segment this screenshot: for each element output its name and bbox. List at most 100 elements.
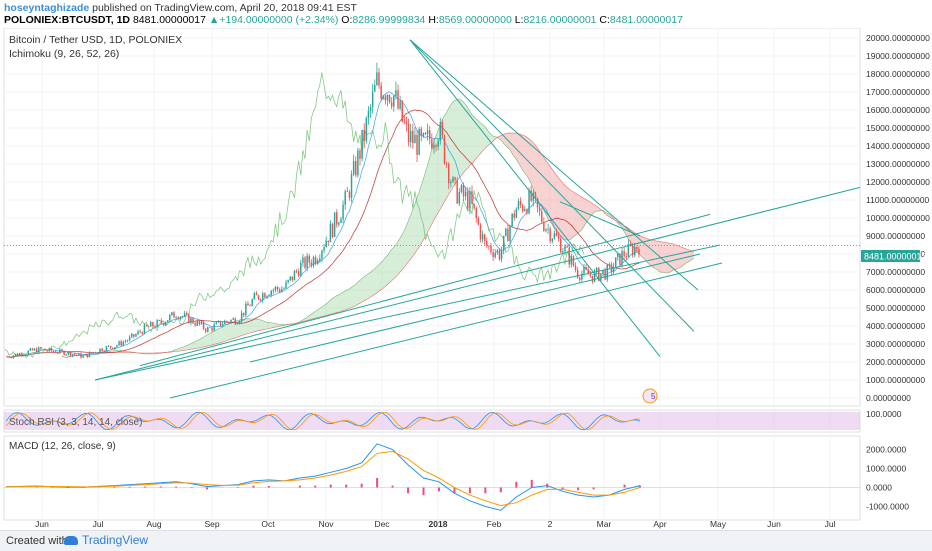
candle-body xyxy=(347,191,348,192)
cloud-segment xyxy=(223,326,225,342)
cloud-segment xyxy=(392,247,394,281)
macd-histogram-bar xyxy=(624,485,626,488)
candle-body xyxy=(125,341,126,342)
candle-body xyxy=(161,320,162,323)
candle-body xyxy=(44,349,45,350)
candle-body xyxy=(309,256,310,263)
macd-histogram-bar xyxy=(577,488,579,491)
candle-body xyxy=(182,316,183,317)
candle-body xyxy=(59,349,60,353)
cloud-segment xyxy=(269,323,271,329)
candle-body xyxy=(114,347,115,349)
cloud-segment xyxy=(567,187,569,240)
cloud-segment xyxy=(388,252,390,284)
macd-histogram-bar xyxy=(314,486,316,488)
candle-body xyxy=(207,327,208,331)
candle-body xyxy=(440,122,441,140)
cloud-segment xyxy=(561,181,563,239)
candle-body xyxy=(325,241,326,248)
candle-body xyxy=(467,191,468,208)
candle-body xyxy=(6,357,7,358)
candle-body xyxy=(78,353,79,355)
macd-pane[interactable] xyxy=(4,436,860,520)
author-link[interactable]: hoseyntaghizade xyxy=(4,2,89,14)
candle-body xyxy=(285,282,286,288)
candle-body xyxy=(146,325,147,326)
price-tick-label: 18000.00000000 xyxy=(866,69,930,79)
candle-body xyxy=(218,321,219,322)
tradingview-logo-icon xyxy=(64,536,78,545)
candle-body xyxy=(429,130,430,139)
price-axis[interactable]: 20000.0000000019000.0000000018000.000000… xyxy=(866,33,930,403)
open-value: 8286.99999834 xyxy=(352,14,425,26)
candle-body xyxy=(101,349,102,352)
high-value: 8569.00000000 xyxy=(439,14,512,26)
cloud-segment xyxy=(383,257,385,288)
candle-body xyxy=(568,248,569,265)
cloud-segment xyxy=(377,265,379,293)
cloud-segment xyxy=(339,294,341,313)
candle-body xyxy=(177,317,178,318)
candle-body xyxy=(275,287,276,290)
candle-body xyxy=(139,331,140,332)
close-value: 8481.00000017 xyxy=(610,14,683,26)
cloud-segment xyxy=(390,249,392,282)
cloud-segment xyxy=(343,291,345,311)
candle-body xyxy=(287,280,288,282)
time-tick-label: Dec xyxy=(374,519,390,529)
candle-body xyxy=(389,95,390,102)
candle-body xyxy=(391,102,392,106)
price-tick-label: 5000.00000000 xyxy=(866,303,925,313)
macd-histogram-bar xyxy=(469,488,471,494)
price-tick-label: 16000.00000000 xyxy=(866,105,930,115)
candle-body xyxy=(76,355,77,356)
chart-canvas[interactable]: 100.0000 20000.0000000019000.00000000180… xyxy=(0,28,932,530)
candle-body xyxy=(127,341,128,342)
cloud-segment xyxy=(521,134,523,170)
price-tick-label: 1000.00000000 xyxy=(866,375,925,385)
candle-body xyxy=(558,236,559,239)
cloud-segment xyxy=(679,246,681,268)
time-tick-label: Jun xyxy=(35,519,49,529)
time-tick-label: Jul xyxy=(93,519,104,529)
candle-body xyxy=(270,291,271,295)
candle-body xyxy=(473,203,474,208)
candle-body xyxy=(423,133,424,136)
macd-histogram-bar xyxy=(129,487,131,488)
candle-body xyxy=(509,226,510,241)
candle-body xyxy=(514,214,515,218)
candle-body xyxy=(80,353,81,357)
macd-histogram-bar xyxy=(361,484,363,488)
candle-body xyxy=(528,190,529,213)
candle-body xyxy=(123,342,124,345)
candle-body xyxy=(604,270,605,279)
up-arrow-icon: ▲ xyxy=(209,14,219,26)
candle-body xyxy=(511,214,512,226)
candle-body xyxy=(421,129,422,136)
cloud-segment xyxy=(685,249,687,264)
cloud-segment xyxy=(540,151,542,207)
candle-body xyxy=(469,191,470,208)
candle-body xyxy=(427,130,428,134)
candle-body xyxy=(290,276,291,279)
created-with-text: Created with xyxy=(6,535,68,547)
cloud-segment xyxy=(455,99,457,184)
candle-body xyxy=(319,258,320,260)
price-tick-label: 0.00000000 xyxy=(866,393,911,403)
macd-histogram-bar xyxy=(206,488,208,490)
tradingview-brand[interactable]: TradingView xyxy=(64,533,148,547)
cloud-segment xyxy=(322,306,324,317)
cloud-segment xyxy=(565,186,567,240)
cloud-segment xyxy=(206,335,208,347)
candle-body xyxy=(32,348,33,350)
candle-body xyxy=(247,304,248,306)
cloud-segment xyxy=(432,141,434,224)
candle-body xyxy=(211,328,212,331)
cloud-segment xyxy=(677,245,679,268)
macd-histogram-bar xyxy=(531,480,533,488)
candle-body xyxy=(435,145,436,147)
candle-body xyxy=(184,313,185,316)
candle-body xyxy=(68,352,69,355)
